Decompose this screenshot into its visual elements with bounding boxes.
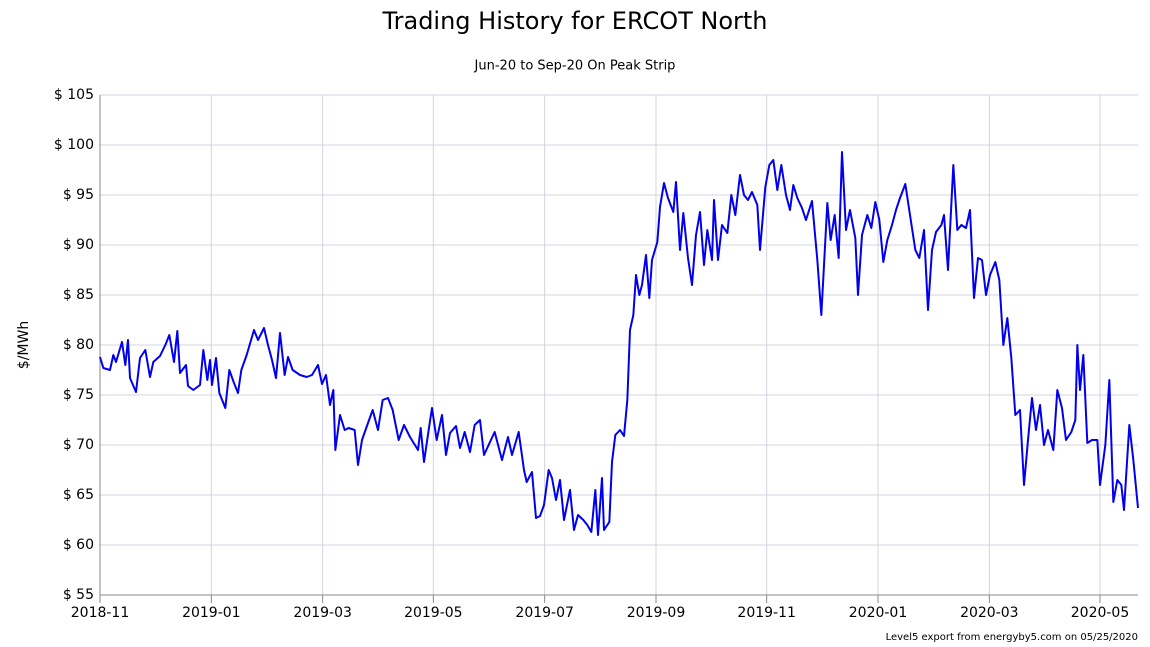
x-tick-label: 2019-03 xyxy=(293,605,352,621)
x-tick-label: 2019-01 xyxy=(182,605,241,621)
chart-subtitle: Jun-20 to Sep-20 On Peak Strip xyxy=(474,59,676,74)
price-line xyxy=(99,151,1139,536)
y-tick-label: $ 95 xyxy=(63,187,94,203)
x-tick-label: 2020-05 xyxy=(1071,605,1130,621)
y-tick-label: $ 75 xyxy=(63,387,94,403)
x-tick-label: 2019-05 xyxy=(404,605,463,621)
y-tick-label: $ 105 xyxy=(54,87,94,103)
x-tick-label: 2020-01 xyxy=(849,605,908,621)
y-tick-label: $ 65 xyxy=(63,487,94,503)
chart-title: Trading History for ERCOT North xyxy=(381,7,767,35)
y-tick-label: $ 55 xyxy=(63,587,94,603)
y-tick-label: $ 60 xyxy=(63,537,94,553)
y-tick-label: $ 100 xyxy=(54,137,94,153)
x-tick-label: 2019-11 xyxy=(737,605,796,621)
x-tick-label: 2019-09 xyxy=(627,605,686,621)
y-tick-label: $ 80 xyxy=(63,337,94,353)
footer: Level5 export from energyby5.com on 05/2… xyxy=(886,632,1138,643)
y-axis-label: $/MWh xyxy=(16,321,32,369)
y-tick-label: $ 85 xyxy=(63,287,94,303)
x-tick-label: 2018-11 xyxy=(71,605,130,621)
x-tick-label: 2020-03 xyxy=(960,605,1019,621)
y-tick-label: $ 70 xyxy=(63,437,94,453)
x-tick-label: 2019-07 xyxy=(515,605,574,621)
y-tick-label: $ 90 xyxy=(63,237,94,253)
